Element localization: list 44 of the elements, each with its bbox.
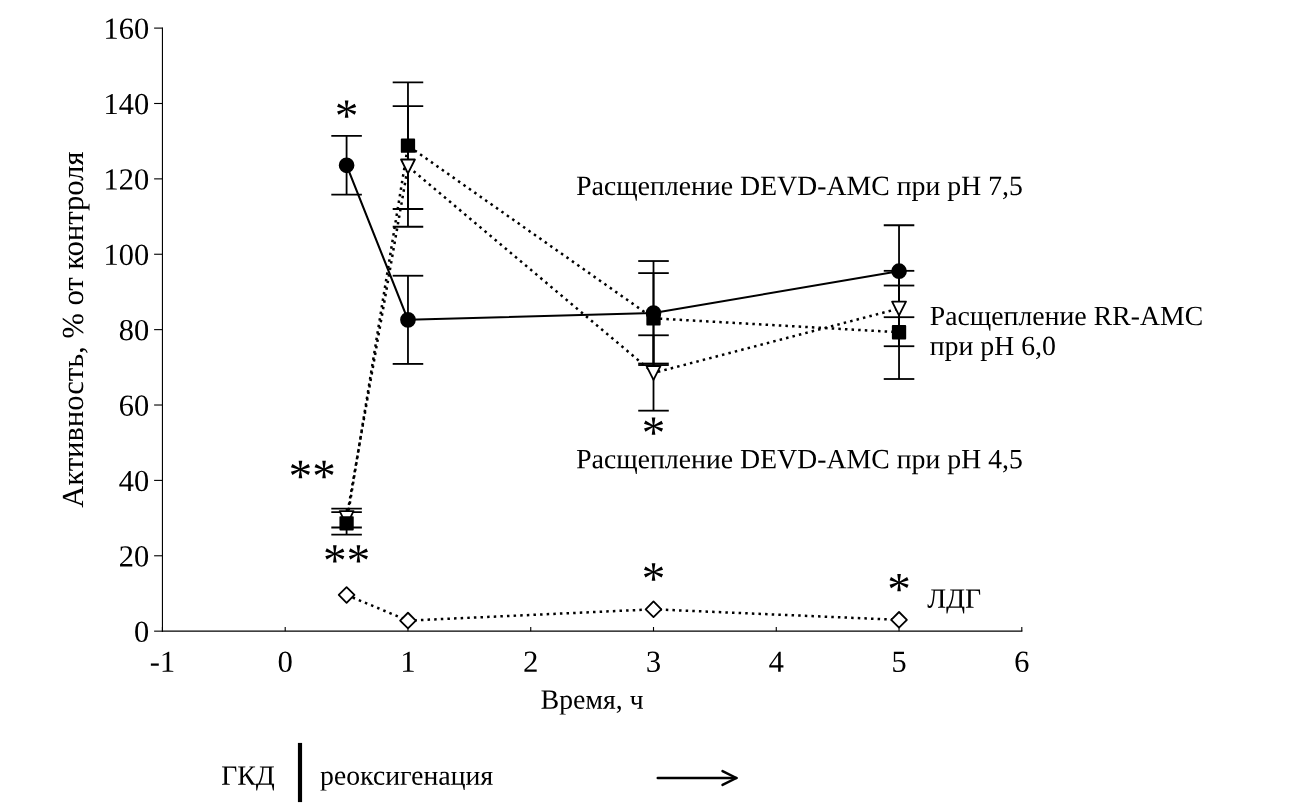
annotation: *	[889, 573, 909, 592]
y-tick-label: 160	[106, 18, 149, 40]
y-tick-label: 80	[119, 319, 149, 341]
y-tick-label: 120	[106, 169, 149, 190]
point	[399, 611, 417, 630]
annotation: **	[325, 545, 368, 563]
text: реоксигенация	[320, 771, 493, 791]
x-axis-title: Время, ч	[541, 690, 643, 715]
y-axis-title: Активность, % от контроля	[62, 152, 90, 508]
y-tick-label: 0	[135, 621, 149, 643]
point	[891, 325, 907, 340]
x-tick-label: 3	[647, 651, 660, 673]
annotation: Расщепление DEVD-AMC при pH 7,5	[576, 176, 1022, 201]
point	[337, 586, 356, 604]
point	[891, 263, 907, 280]
series-label: ЛДГ	[927, 589, 981, 614]
annotation: **	[290, 460, 334, 479]
point	[891, 300, 907, 317]
annotation: *	[644, 417, 664, 435]
annotation: *	[337, 100, 357, 118]
y-tick-label: 140	[106, 93, 149, 115]
point	[400, 311, 416, 328]
point	[644, 600, 663, 619]
point	[338, 157, 355, 174]
series-label: Расщепление RR-AMC при pH 6,0	[930, 306, 1202, 361]
x-tick-label: 5	[893, 651, 906, 673]
x-tick-label: -1	[150, 651, 174, 672]
annotation: *	[644, 563, 664, 581]
y-tick-label: 20	[120, 546, 149, 567]
text: ГКД	[222, 766, 275, 791]
point	[400, 138, 416, 153]
annotation: Расщепление DEVD-AMC при pH 4,5	[576, 449, 1022, 475]
point	[645, 365, 662, 381]
y-tick-label: 60	[120, 395, 149, 416]
y-tick-label: 40	[119, 470, 149, 492]
point	[339, 516, 354, 531]
x-tick-label: 1	[403, 651, 414, 672]
point	[400, 158, 416, 175]
x-tick-label: 6	[1015, 651, 1029, 673]
point	[890, 611, 908, 629]
x-tick-label: 0	[278, 651, 292, 673]
y-tick-label: 100	[106, 244, 149, 266]
x-tick-label: 4	[769, 651, 784, 672]
x-tick-label: 2	[524, 651, 537, 672]
